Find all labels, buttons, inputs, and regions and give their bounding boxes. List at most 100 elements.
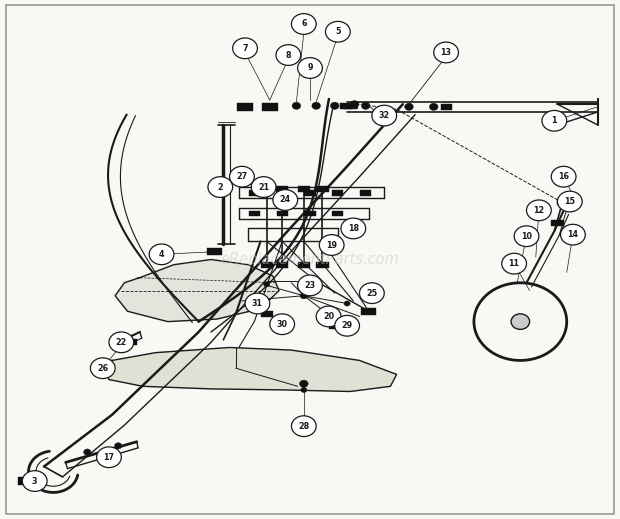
Circle shape	[341, 218, 366, 239]
Text: 11: 11	[508, 259, 520, 268]
Bar	[237, 103, 253, 111]
Text: 4: 4	[159, 250, 164, 259]
Bar	[304, 211, 316, 216]
Text: 8: 8	[286, 50, 291, 60]
Circle shape	[97, 447, 122, 468]
Circle shape	[551, 166, 576, 187]
Bar	[260, 186, 273, 192]
Bar	[277, 211, 288, 216]
Circle shape	[542, 111, 567, 131]
Bar	[332, 190, 343, 196]
Text: 3: 3	[32, 476, 37, 486]
Circle shape	[91, 358, 115, 378]
Bar	[249, 211, 260, 216]
Text: 25: 25	[366, 289, 378, 297]
Bar	[298, 186, 310, 192]
Bar	[276, 186, 288, 192]
Text: 2: 2	[218, 183, 223, 192]
Text: 10: 10	[521, 231, 532, 241]
Circle shape	[276, 45, 301, 65]
Bar	[260, 311, 273, 317]
Circle shape	[208, 176, 232, 197]
Circle shape	[502, 253, 526, 274]
Circle shape	[335, 316, 360, 336]
Text: 5: 5	[335, 28, 340, 36]
Circle shape	[319, 235, 344, 255]
Text: 16: 16	[558, 172, 569, 181]
Text: 21: 21	[258, 183, 269, 192]
Text: 31: 31	[252, 299, 263, 308]
Circle shape	[291, 13, 316, 34]
Circle shape	[380, 112, 389, 119]
Circle shape	[22, 471, 47, 491]
Circle shape	[270, 314, 294, 335]
Bar	[115, 340, 128, 347]
Circle shape	[326, 21, 350, 42]
Circle shape	[430, 103, 438, 111]
Text: 24: 24	[280, 196, 291, 204]
Bar	[340, 103, 352, 109]
Circle shape	[361, 102, 370, 110]
Text: 15: 15	[564, 197, 575, 206]
Text: 22: 22	[116, 338, 127, 347]
Text: 6: 6	[301, 20, 306, 29]
Bar	[262, 103, 278, 111]
Circle shape	[109, 332, 134, 353]
Bar	[361, 308, 376, 315]
Circle shape	[301, 387, 307, 392]
Circle shape	[560, 224, 585, 245]
Text: 20: 20	[323, 312, 334, 321]
Text: 19: 19	[326, 240, 337, 250]
Text: 18: 18	[348, 224, 359, 233]
Bar	[316, 262, 329, 268]
Circle shape	[115, 443, 122, 449]
Circle shape	[514, 226, 539, 247]
Circle shape	[526, 200, 551, 221]
Circle shape	[232, 38, 257, 59]
Circle shape	[291, 416, 316, 436]
Circle shape	[251, 176, 276, 197]
Bar	[125, 339, 137, 346]
Circle shape	[312, 102, 321, 110]
Circle shape	[511, 314, 529, 330]
Circle shape	[298, 58, 322, 78]
Circle shape	[557, 191, 582, 212]
Circle shape	[245, 293, 270, 314]
Circle shape	[350, 101, 359, 108]
Bar	[329, 323, 341, 329]
Text: 28: 28	[298, 421, 309, 431]
Circle shape	[344, 301, 350, 306]
Bar	[260, 262, 273, 268]
Circle shape	[298, 275, 322, 296]
Bar	[441, 104, 451, 110]
Polygon shape	[106, 348, 397, 391]
Text: 12: 12	[533, 206, 544, 215]
Text: 13: 13	[441, 48, 451, 57]
Circle shape	[330, 102, 339, 110]
Text: 26: 26	[97, 364, 108, 373]
Circle shape	[316, 306, 341, 327]
Text: eReplacementParts.com: eReplacementParts.com	[221, 252, 399, 267]
Bar	[551, 220, 564, 226]
Bar	[249, 190, 260, 196]
Bar	[360, 190, 371, 196]
Circle shape	[84, 449, 91, 455]
Text: 14: 14	[567, 230, 578, 239]
Circle shape	[149, 244, 174, 265]
Bar	[557, 200, 568, 206]
Bar	[18, 477, 33, 485]
Circle shape	[372, 105, 397, 126]
Bar	[276, 262, 288, 268]
Bar	[304, 190, 316, 196]
Bar	[316, 186, 329, 192]
Bar	[277, 190, 288, 196]
Text: 29: 29	[342, 321, 353, 330]
Circle shape	[264, 282, 270, 287]
Polygon shape	[115, 260, 279, 322]
Circle shape	[299, 380, 308, 387]
Bar	[332, 211, 343, 216]
Text: 9: 9	[308, 63, 312, 73]
Text: 32: 32	[379, 111, 390, 120]
Circle shape	[292, 102, 301, 110]
Bar	[298, 262, 310, 268]
